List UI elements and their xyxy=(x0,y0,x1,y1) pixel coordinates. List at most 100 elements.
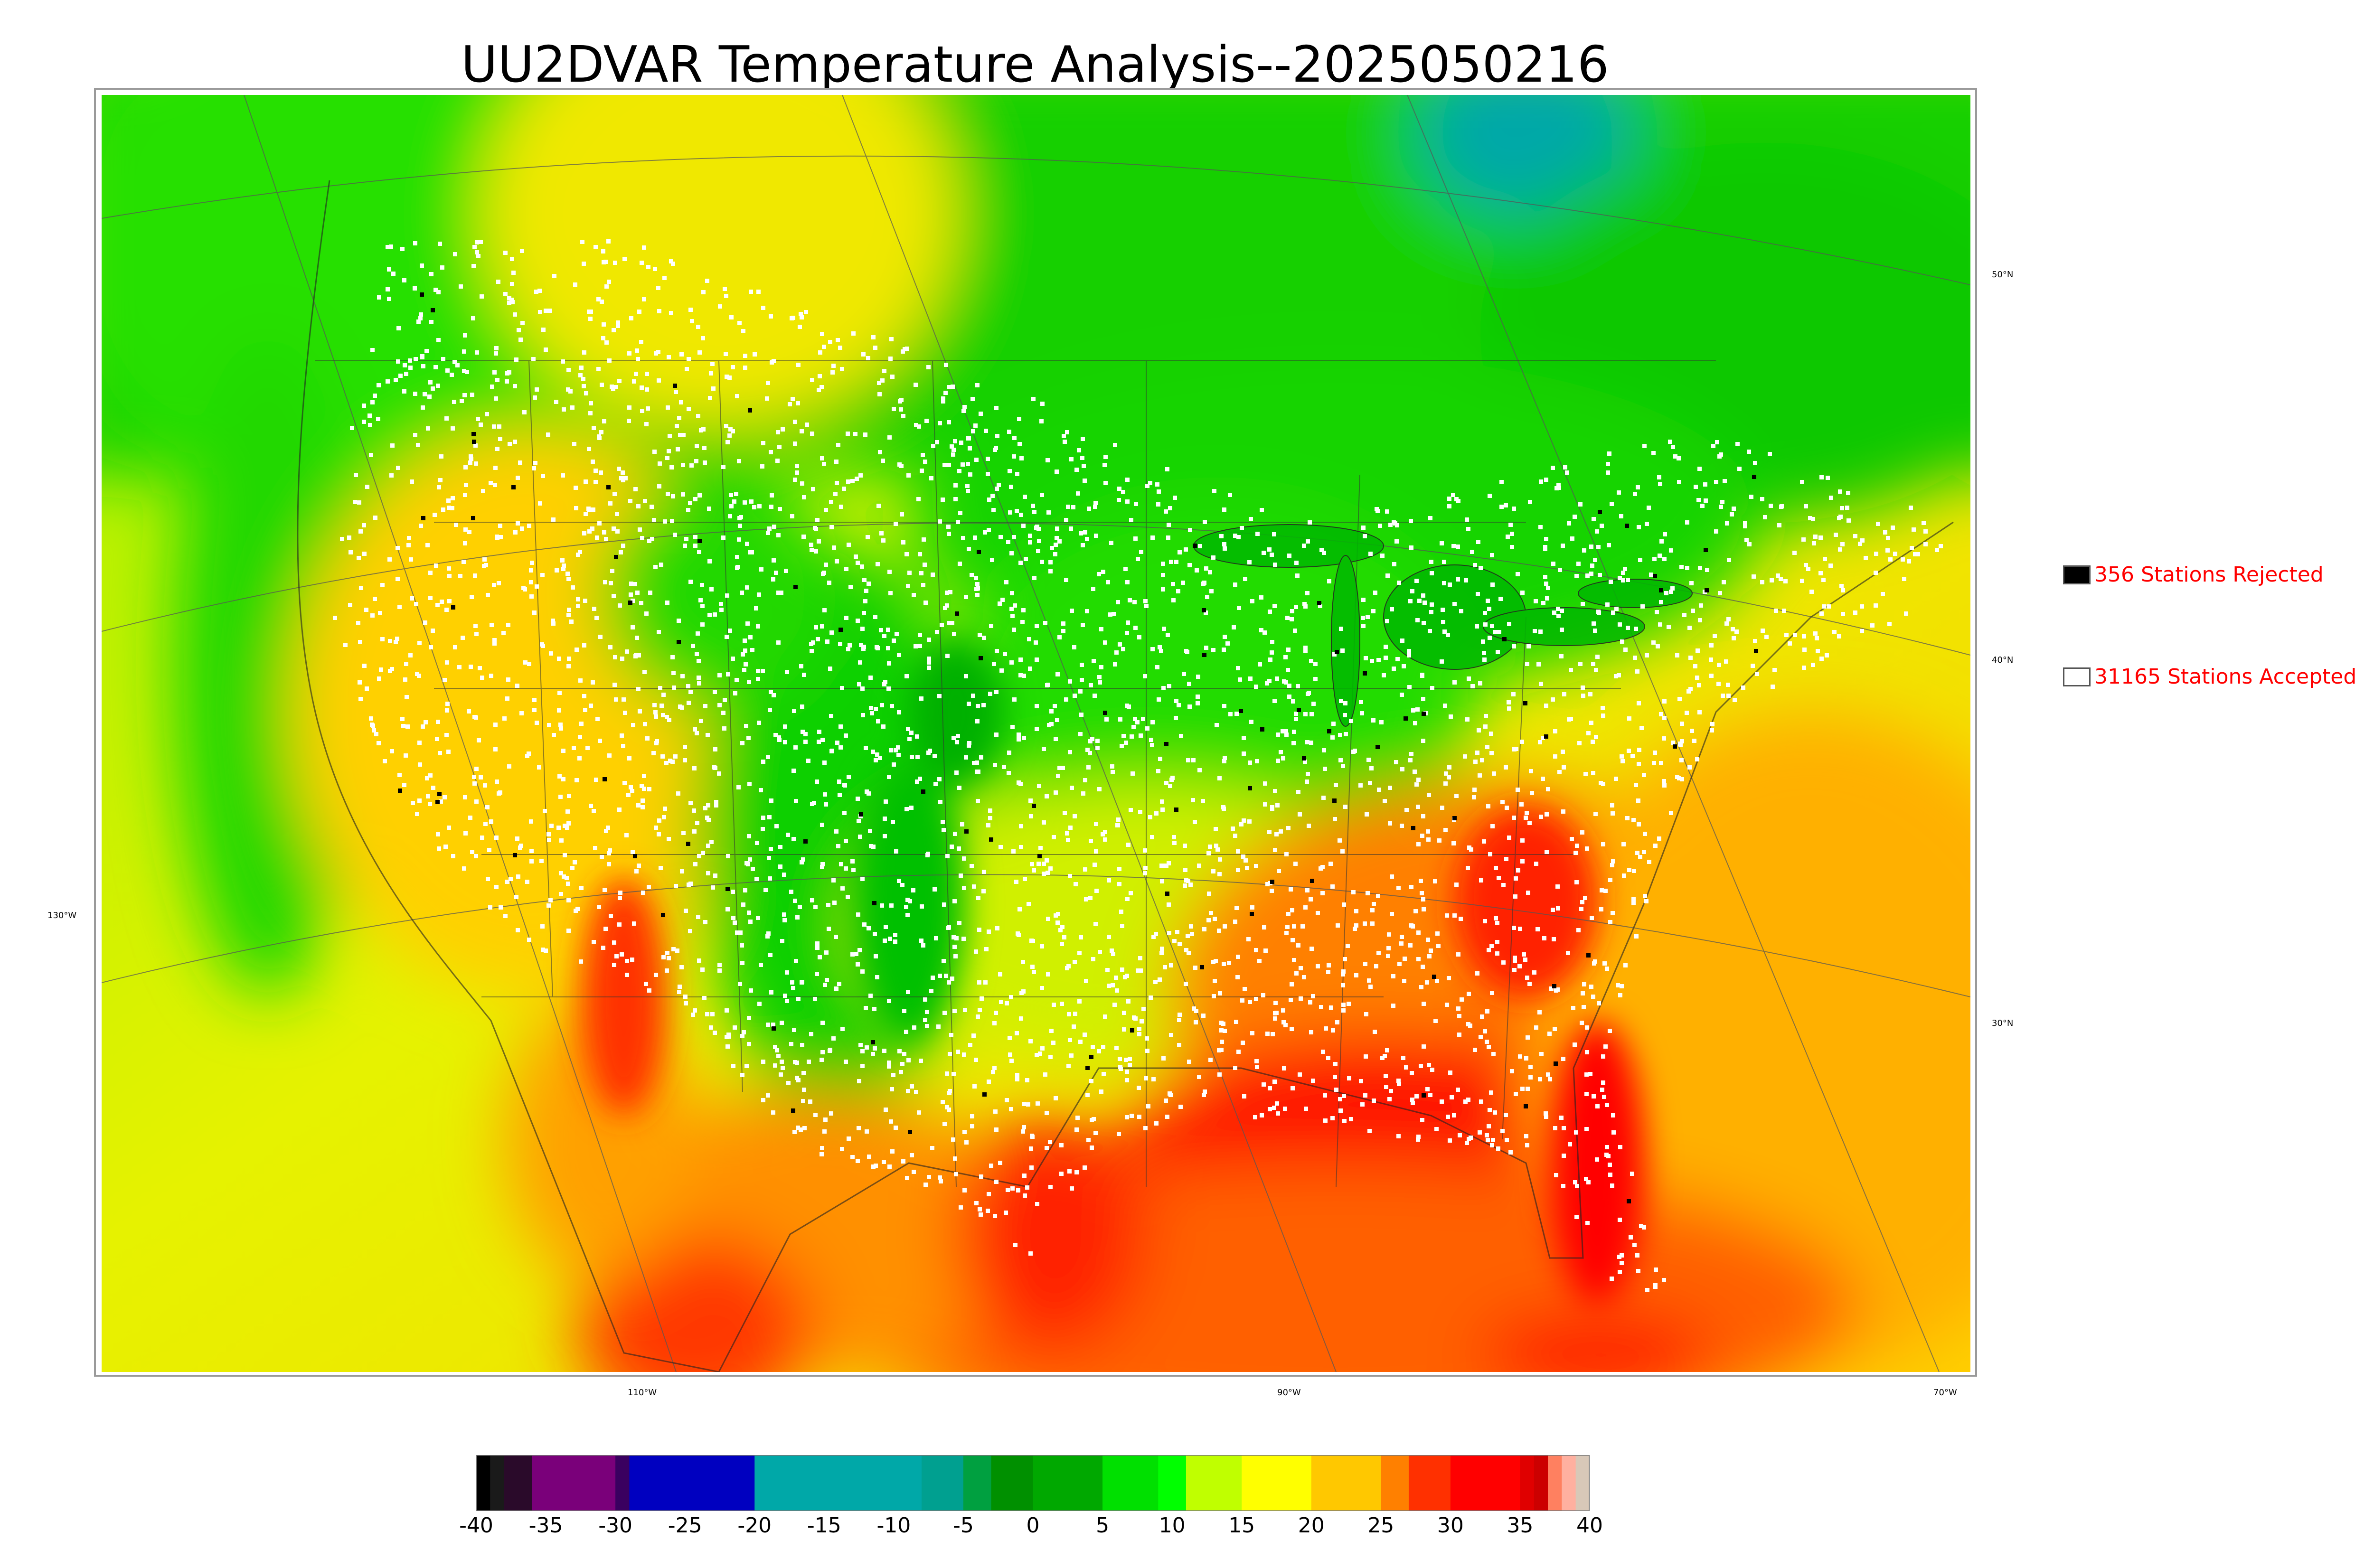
station-accepted xyxy=(582,694,586,698)
station-accepted xyxy=(827,581,831,585)
station-accepted xyxy=(962,1052,966,1057)
station-accepted xyxy=(1392,520,1396,525)
colorbar-band xyxy=(1102,1455,1159,1511)
station-accepted xyxy=(477,738,481,742)
station-accepted xyxy=(1125,580,1130,584)
station-accepted xyxy=(843,783,847,788)
station-accepted xyxy=(776,533,781,537)
station-accepted xyxy=(1118,642,1122,647)
station-accepted xyxy=(1284,680,1288,685)
station-accepted xyxy=(1085,1093,1090,1097)
station-accepted xyxy=(632,921,636,926)
station-accepted xyxy=(678,985,682,989)
station-accepted xyxy=(865,789,869,794)
station-accepted xyxy=(1222,704,1226,708)
station-accepted xyxy=(1657,836,1661,841)
station-accepted xyxy=(1133,626,1138,630)
station-accepted xyxy=(974,576,978,580)
station-accepted xyxy=(476,417,480,421)
station-accepted xyxy=(549,824,554,828)
station-accepted xyxy=(1388,821,1392,826)
station-accepted xyxy=(1117,882,1121,886)
station-accepted xyxy=(695,731,699,735)
station-accepted xyxy=(1697,683,1701,687)
station-accepted xyxy=(1143,866,1148,870)
station-accepted xyxy=(1002,765,1006,769)
station-accepted xyxy=(1371,718,1375,723)
station-accepted xyxy=(1287,684,1291,688)
station-accepted xyxy=(1316,911,1320,915)
station-accepted xyxy=(820,1152,824,1156)
lat-label-30n: 30°N xyxy=(1992,1018,2014,1028)
station-accepted xyxy=(1594,735,1598,739)
station-accepted xyxy=(1233,1066,1237,1070)
station-accepted xyxy=(1387,932,1391,937)
station-accepted xyxy=(1620,759,1625,763)
station-accepted xyxy=(1732,636,1736,640)
station-accepted xyxy=(1620,754,1624,759)
station-accepted xyxy=(1145,726,1149,731)
station-accepted xyxy=(1634,934,1639,939)
station-accepted xyxy=(1121,647,1125,651)
station-accepted xyxy=(1055,469,1059,474)
station-accepted xyxy=(612,940,616,945)
station-accepted xyxy=(714,800,718,804)
station-accepted xyxy=(1551,908,1555,912)
station-accepted xyxy=(669,311,673,315)
station-accepted xyxy=(815,941,820,946)
station-accepted xyxy=(1562,692,1566,696)
station-accepted xyxy=(1548,1077,1552,1081)
station-accepted xyxy=(1112,1003,1117,1007)
station-accepted xyxy=(1573,515,1577,519)
station-accepted xyxy=(1601,706,1605,710)
station-accepted xyxy=(1327,963,1331,967)
station-accepted xyxy=(1380,554,1385,558)
station-accepted xyxy=(472,781,477,786)
station-accepted xyxy=(950,976,954,981)
station-accepted xyxy=(1422,621,1426,625)
station-accepted xyxy=(1222,759,1226,763)
station-accepted xyxy=(858,473,863,478)
station-accepted xyxy=(671,947,676,951)
station-accepted xyxy=(994,690,999,694)
station-accepted xyxy=(450,373,454,377)
station-accepted xyxy=(871,335,876,339)
station-accepted xyxy=(1242,751,1246,756)
station-accepted xyxy=(1560,628,1564,632)
station-accepted xyxy=(1659,761,1663,765)
station-accepted xyxy=(1017,737,1021,742)
station-accepted xyxy=(1161,1056,1166,1061)
station-accepted xyxy=(1636,485,1640,489)
station-accepted xyxy=(1435,931,1440,936)
station-accepted xyxy=(647,787,651,791)
station-accepted xyxy=(1464,578,1468,582)
station-accepted xyxy=(436,720,440,724)
station-accepted xyxy=(570,405,575,410)
station-accepted xyxy=(1309,741,1313,745)
station-accepted xyxy=(719,602,723,606)
station-accepted xyxy=(1592,517,1596,521)
station-accepted xyxy=(974,587,979,591)
station-accepted xyxy=(760,464,764,469)
station-accepted xyxy=(1171,598,1176,602)
station-accepted xyxy=(1010,725,1015,729)
station-accepted xyxy=(906,727,910,731)
station-accepted xyxy=(1554,486,1559,490)
station-accepted xyxy=(623,476,628,480)
station-accepted xyxy=(829,630,834,635)
station-accepted xyxy=(1178,550,1182,554)
station-accepted xyxy=(1606,462,1610,466)
station-accepted xyxy=(1688,656,1693,660)
station-accepted xyxy=(373,394,377,398)
station-accepted xyxy=(519,844,523,848)
station-accepted xyxy=(625,649,629,654)
station-accepted xyxy=(1025,1078,1029,1082)
station-accepted xyxy=(947,925,951,930)
station-accepted xyxy=(1442,581,1446,585)
station-accepted xyxy=(1344,732,1348,736)
station-accepted xyxy=(778,507,782,511)
station-accepted xyxy=(923,997,927,1002)
temperature-map[interactable] xyxy=(102,95,1970,1372)
station-accepted xyxy=(1305,591,1309,595)
station-accepted xyxy=(1120,967,1124,972)
